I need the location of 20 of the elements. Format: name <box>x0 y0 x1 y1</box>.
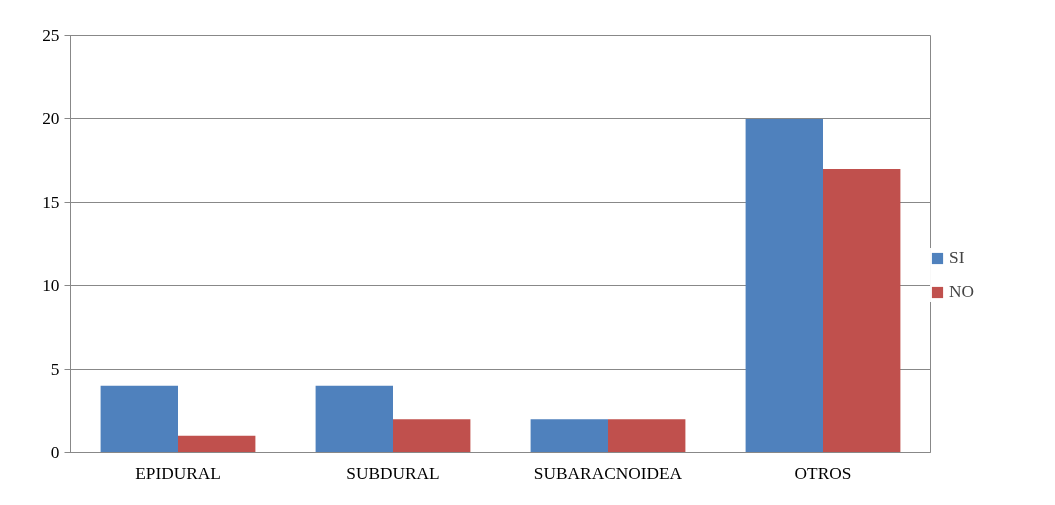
y-tick-label: 20 <box>42 109 60 129</box>
x-tick-label: EPIDURAL <box>135 463 221 483</box>
y-tick-label: 25 <box>42 26 60 45</box>
x-tick-label: SUBARACNOIDEA <box>533 463 683 483</box>
legend-label: SI <box>949 248 966 268</box>
bar <box>315 385 393 453</box>
bar <box>530 419 608 453</box>
x-tick-label: OTROS <box>794 463 852 483</box>
y-tick-label: 10 <box>42 276 60 296</box>
bar <box>823 168 901 453</box>
bar <box>393 419 471 453</box>
y-tick-label: 0 <box>50 443 60 462</box>
y-tick-label: 15 <box>42 192 60 212</box>
bar <box>178 435 256 453</box>
bar <box>100 385 178 453</box>
x-tick-label: SUBDURAL <box>346 463 440 483</box>
legend-label: NO <box>949 282 975 302</box>
y-tick-label: 5 <box>50 359 60 379</box>
bar <box>745 118 823 453</box>
bar <box>608 419 686 453</box>
